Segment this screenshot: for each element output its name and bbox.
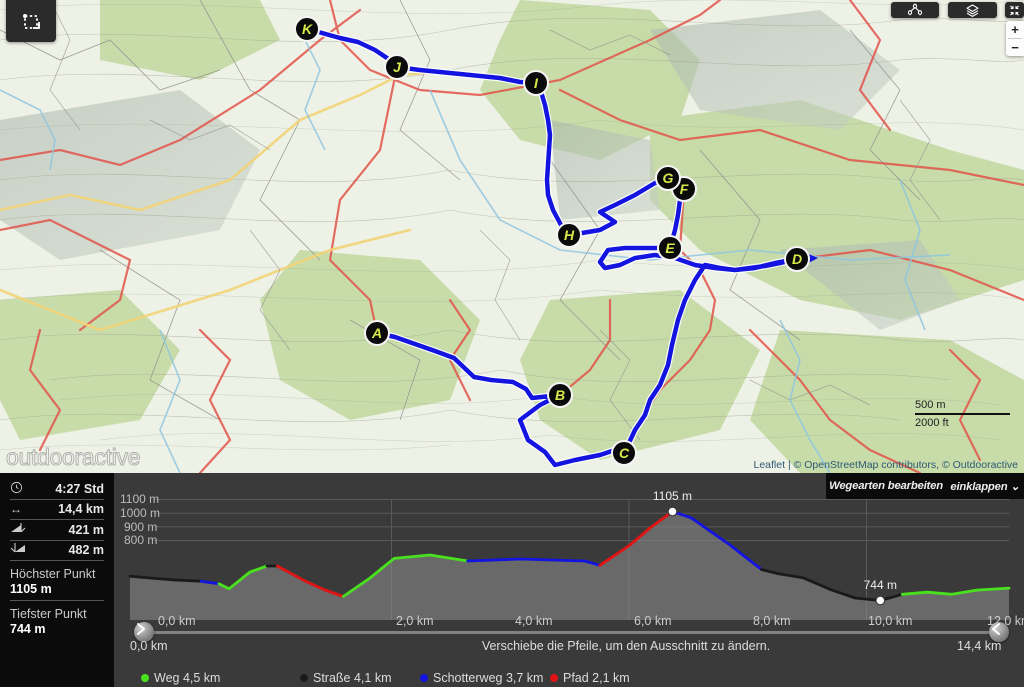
svg-text:E: E bbox=[665, 240, 675, 256]
svg-text:J: J bbox=[393, 59, 402, 75]
svg-text:1000 m: 1000 m bbox=[120, 506, 160, 520]
svg-text:900 m: 900 m bbox=[124, 520, 157, 534]
svg-text:D: D bbox=[792, 251, 802, 267]
svg-text:A: A bbox=[371, 325, 382, 341]
svg-text:744 m: 744 m bbox=[864, 578, 897, 592]
svg-text:H: H bbox=[564, 227, 575, 243]
svg-text:800 m: 800 m bbox=[124, 533, 157, 547]
svg-text:F: F bbox=[680, 181, 689, 197]
svg-text:1105 m: 1105 m bbox=[653, 489, 692, 503]
svg-text:1100 m: 1100 m bbox=[120, 492, 159, 506]
svg-text:B: B bbox=[555, 387, 565, 403]
svg-text:C: C bbox=[619, 445, 630, 461]
svg-text:K: K bbox=[302, 21, 313, 37]
svg-text:G: G bbox=[663, 170, 674, 186]
